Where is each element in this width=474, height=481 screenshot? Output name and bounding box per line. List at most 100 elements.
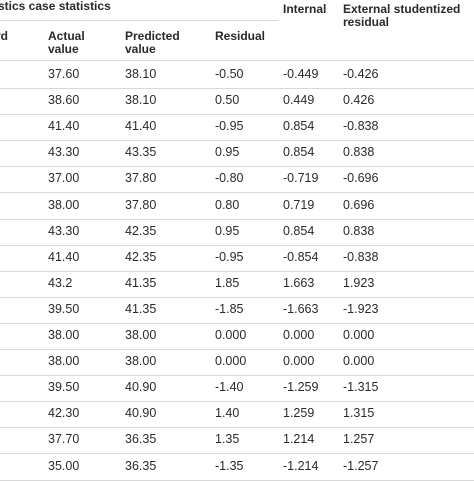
cell: 0.000	[215, 328, 247, 342]
cell: 1.315	[343, 406, 375, 421]
cell: -0.80	[215, 171, 244, 186]
cell: 38.00	[48, 354, 80, 369]
cell: 38.10	[125, 93, 157, 108]
column-header: Predicted value	[125, 29, 180, 56]
cell: 39.50	[48, 380, 80, 395]
cell: 0.95	[215, 223, 240, 238]
cell: 42.35	[125, 249, 157, 264]
header-rule	[0, 20, 278, 21]
cell: 43.30	[48, 223, 80, 238]
cell: -0.696	[343, 171, 379, 186]
cell: 38.60	[48, 93, 80, 108]
cell: -0.95	[215, 119, 244, 134]
cell: -0.854	[283, 249, 319, 264]
cell: -0.838	[343, 119, 379, 134]
table-title: stics case statistics	[0, 0, 111, 13]
cell: 40.90	[125, 380, 157, 395]
row-rule	[0, 296, 474, 298]
cell: 1.257	[343, 432, 375, 447]
cell: 0.719	[283, 197, 315, 212]
cell: 0.000	[343, 354, 375, 369]
cell: 0.000	[343, 328, 375, 342]
column-header: Internal	[283, 2, 327, 16]
cell: 0.854	[283, 223, 315, 238]
row-rule	[0, 322, 474, 324]
cell: -1.923	[343, 301, 379, 316]
cell: 37.00	[48, 171, 80, 186]
cell: -0.719	[283, 171, 319, 186]
row-rule	[0, 401, 474, 403]
cell: 38.00	[48, 328, 80, 342]
cell: -1.40	[215, 380, 244, 395]
cell: 41.40	[48, 249, 80, 264]
cell: 1.214	[283, 432, 315, 447]
row-rule	[0, 375, 474, 377]
column-header: rd	[0, 29, 8, 43]
cell: 1.923	[343, 275, 375, 290]
cell: -1.214	[283, 458, 319, 473]
row-rule	[0, 427, 474, 429]
row-rule	[0, 114, 474, 116]
cell: 1.259	[283, 406, 315, 421]
cell: -0.449	[283, 67, 319, 81]
cell: 0.000	[283, 328, 315, 342]
cell: 43.35	[125, 145, 157, 160]
cell: 0.80	[215, 197, 240, 212]
cell: 36.35	[125, 458, 157, 473]
cell: -1.85	[215, 301, 244, 316]
cell: 0.000	[215, 354, 247, 369]
cell: 1.40	[215, 406, 240, 421]
cell: 1.663	[283, 275, 315, 290]
cell: 37.60	[48, 67, 80, 81]
cell: 42.30	[48, 406, 80, 421]
column-header: Actual value	[48, 29, 85, 56]
column-header: External studentized residual	[343, 2, 461, 29]
cell: 41.35	[125, 275, 157, 290]
cell: -0.838	[343, 249, 379, 264]
cell: 0.854	[283, 119, 315, 134]
cell: -0.426	[343, 67, 379, 81]
row-rule	[0, 166, 474, 168]
row-rule	[0, 88, 474, 89]
row-rule	[0, 140, 474, 142]
cell: 39.50	[48, 301, 80, 316]
cell: 37.80	[125, 197, 157, 212]
cell: 0.449	[283, 93, 315, 108]
cell: 41.40	[125, 119, 157, 134]
cell: 0.854	[283, 145, 315, 160]
cell: 37.80	[125, 171, 157, 186]
cell: 38.00	[125, 328, 157, 342]
cell: 1.35	[215, 432, 240, 447]
column-header: Residual	[215, 29, 266, 43]
cell: 42.35	[125, 223, 157, 238]
row-rule	[0, 244, 474, 246]
cell: 40.90	[125, 406, 157, 421]
cell: 43.2	[48, 275, 73, 290]
cell: 38.10	[125, 67, 157, 81]
cell: 0.696	[343, 197, 375, 212]
cell: 0.838	[343, 145, 375, 160]
cell: -1.663	[283, 301, 319, 316]
cell: 0.838	[343, 223, 375, 238]
cell: -1.257	[343, 458, 379, 473]
cell: -0.50	[215, 67, 244, 81]
row-rule	[0, 453, 474, 455]
cell: 0.50	[215, 93, 240, 108]
cell: 41.40	[48, 119, 80, 134]
cell: 35.00	[48, 458, 80, 473]
cell: 0.426	[343, 93, 375, 108]
cell: 43.30	[48, 145, 80, 160]
cell: 41.35	[125, 301, 157, 316]
header-rule	[0, 60, 474, 61]
cell: -1.315	[343, 380, 379, 395]
cell: 36.35	[125, 432, 157, 447]
cell: 38.00	[48, 197, 80, 212]
cell: -1.35	[215, 458, 244, 473]
row-rule	[0, 349, 474, 350]
cell: 1.85	[215, 275, 240, 290]
row-rule	[0, 479, 474, 481]
row-rule	[0, 192, 474, 194]
cell: -0.95	[215, 249, 244, 264]
cell: 0.95	[215, 145, 240, 160]
